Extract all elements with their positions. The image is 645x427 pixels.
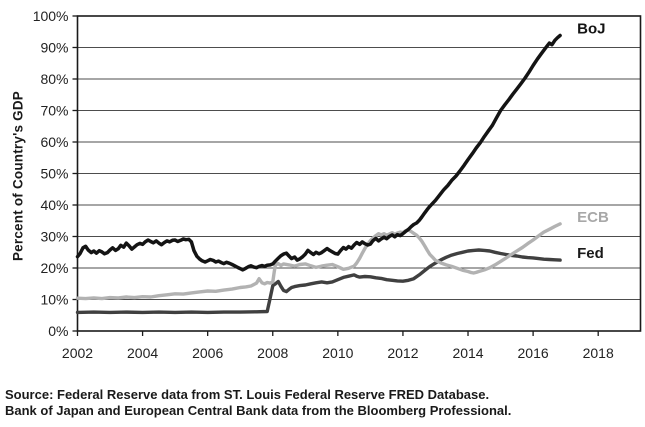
- x-tick-label: 2012: [387, 345, 418, 361]
- series-line-fed: [75, 248, 562, 315]
- x-tick-label: 2016: [518, 345, 549, 361]
- plot-border: [76, 15, 642, 332]
- source-line-2: Bank of Japan and European Central Bank …: [5, 403, 512, 418]
- y-tick-label: 90%: [40, 40, 68, 56]
- x-tick-label: 2010: [322, 345, 353, 361]
- line-chart: 0% 10% 20% 30% 40% 50% 60% 70% 80% 90% 100% 2002 200…: [33, 8, 642, 361]
- y-tick-label: 100%: [33, 8, 69, 24]
- series-label-boj: BoJ: [577, 21, 605, 38]
- y-axis-title: Percent of Country's GDP: [10, 90, 26, 262]
- series-label-ecb: ECB: [577, 209, 609, 226]
- x-tick-label: 2006: [192, 345, 223, 361]
- x-tick-label: 2004: [127, 345, 158, 361]
- series-line-ecb: [75, 222, 562, 301]
- y-tick-label: 50%: [40, 166, 68, 182]
- x-tick-label: 2002: [62, 345, 93, 361]
- y-tick-label: 20%: [40, 260, 68, 276]
- y-tick-label: 0%: [48, 323, 68, 339]
- y-tick-label: 40%: [40, 197, 68, 213]
- series-line-boj: [75, 33, 562, 272]
- source-line-1: Source: Federal Reserve data from ST. Lo…: [5, 387, 490, 402]
- x-tick-label: 2008: [257, 345, 288, 361]
- y-tick-label: 30%: [40, 229, 68, 245]
- y-tick-label: 70%: [40, 103, 68, 119]
- y-tick-label: 60%: [40, 134, 68, 150]
- x-tick-label: 2018: [583, 345, 614, 361]
- series-label-fed: Fed: [577, 245, 604, 262]
- x-tick-label: 2014: [452, 345, 483, 361]
- y-tick-label: 80%: [40, 71, 68, 87]
- source-note: Source: Federal Reserve data from ST. Lo…: [5, 387, 511, 419]
- y-tick-label: 10%: [40, 292, 68, 308]
